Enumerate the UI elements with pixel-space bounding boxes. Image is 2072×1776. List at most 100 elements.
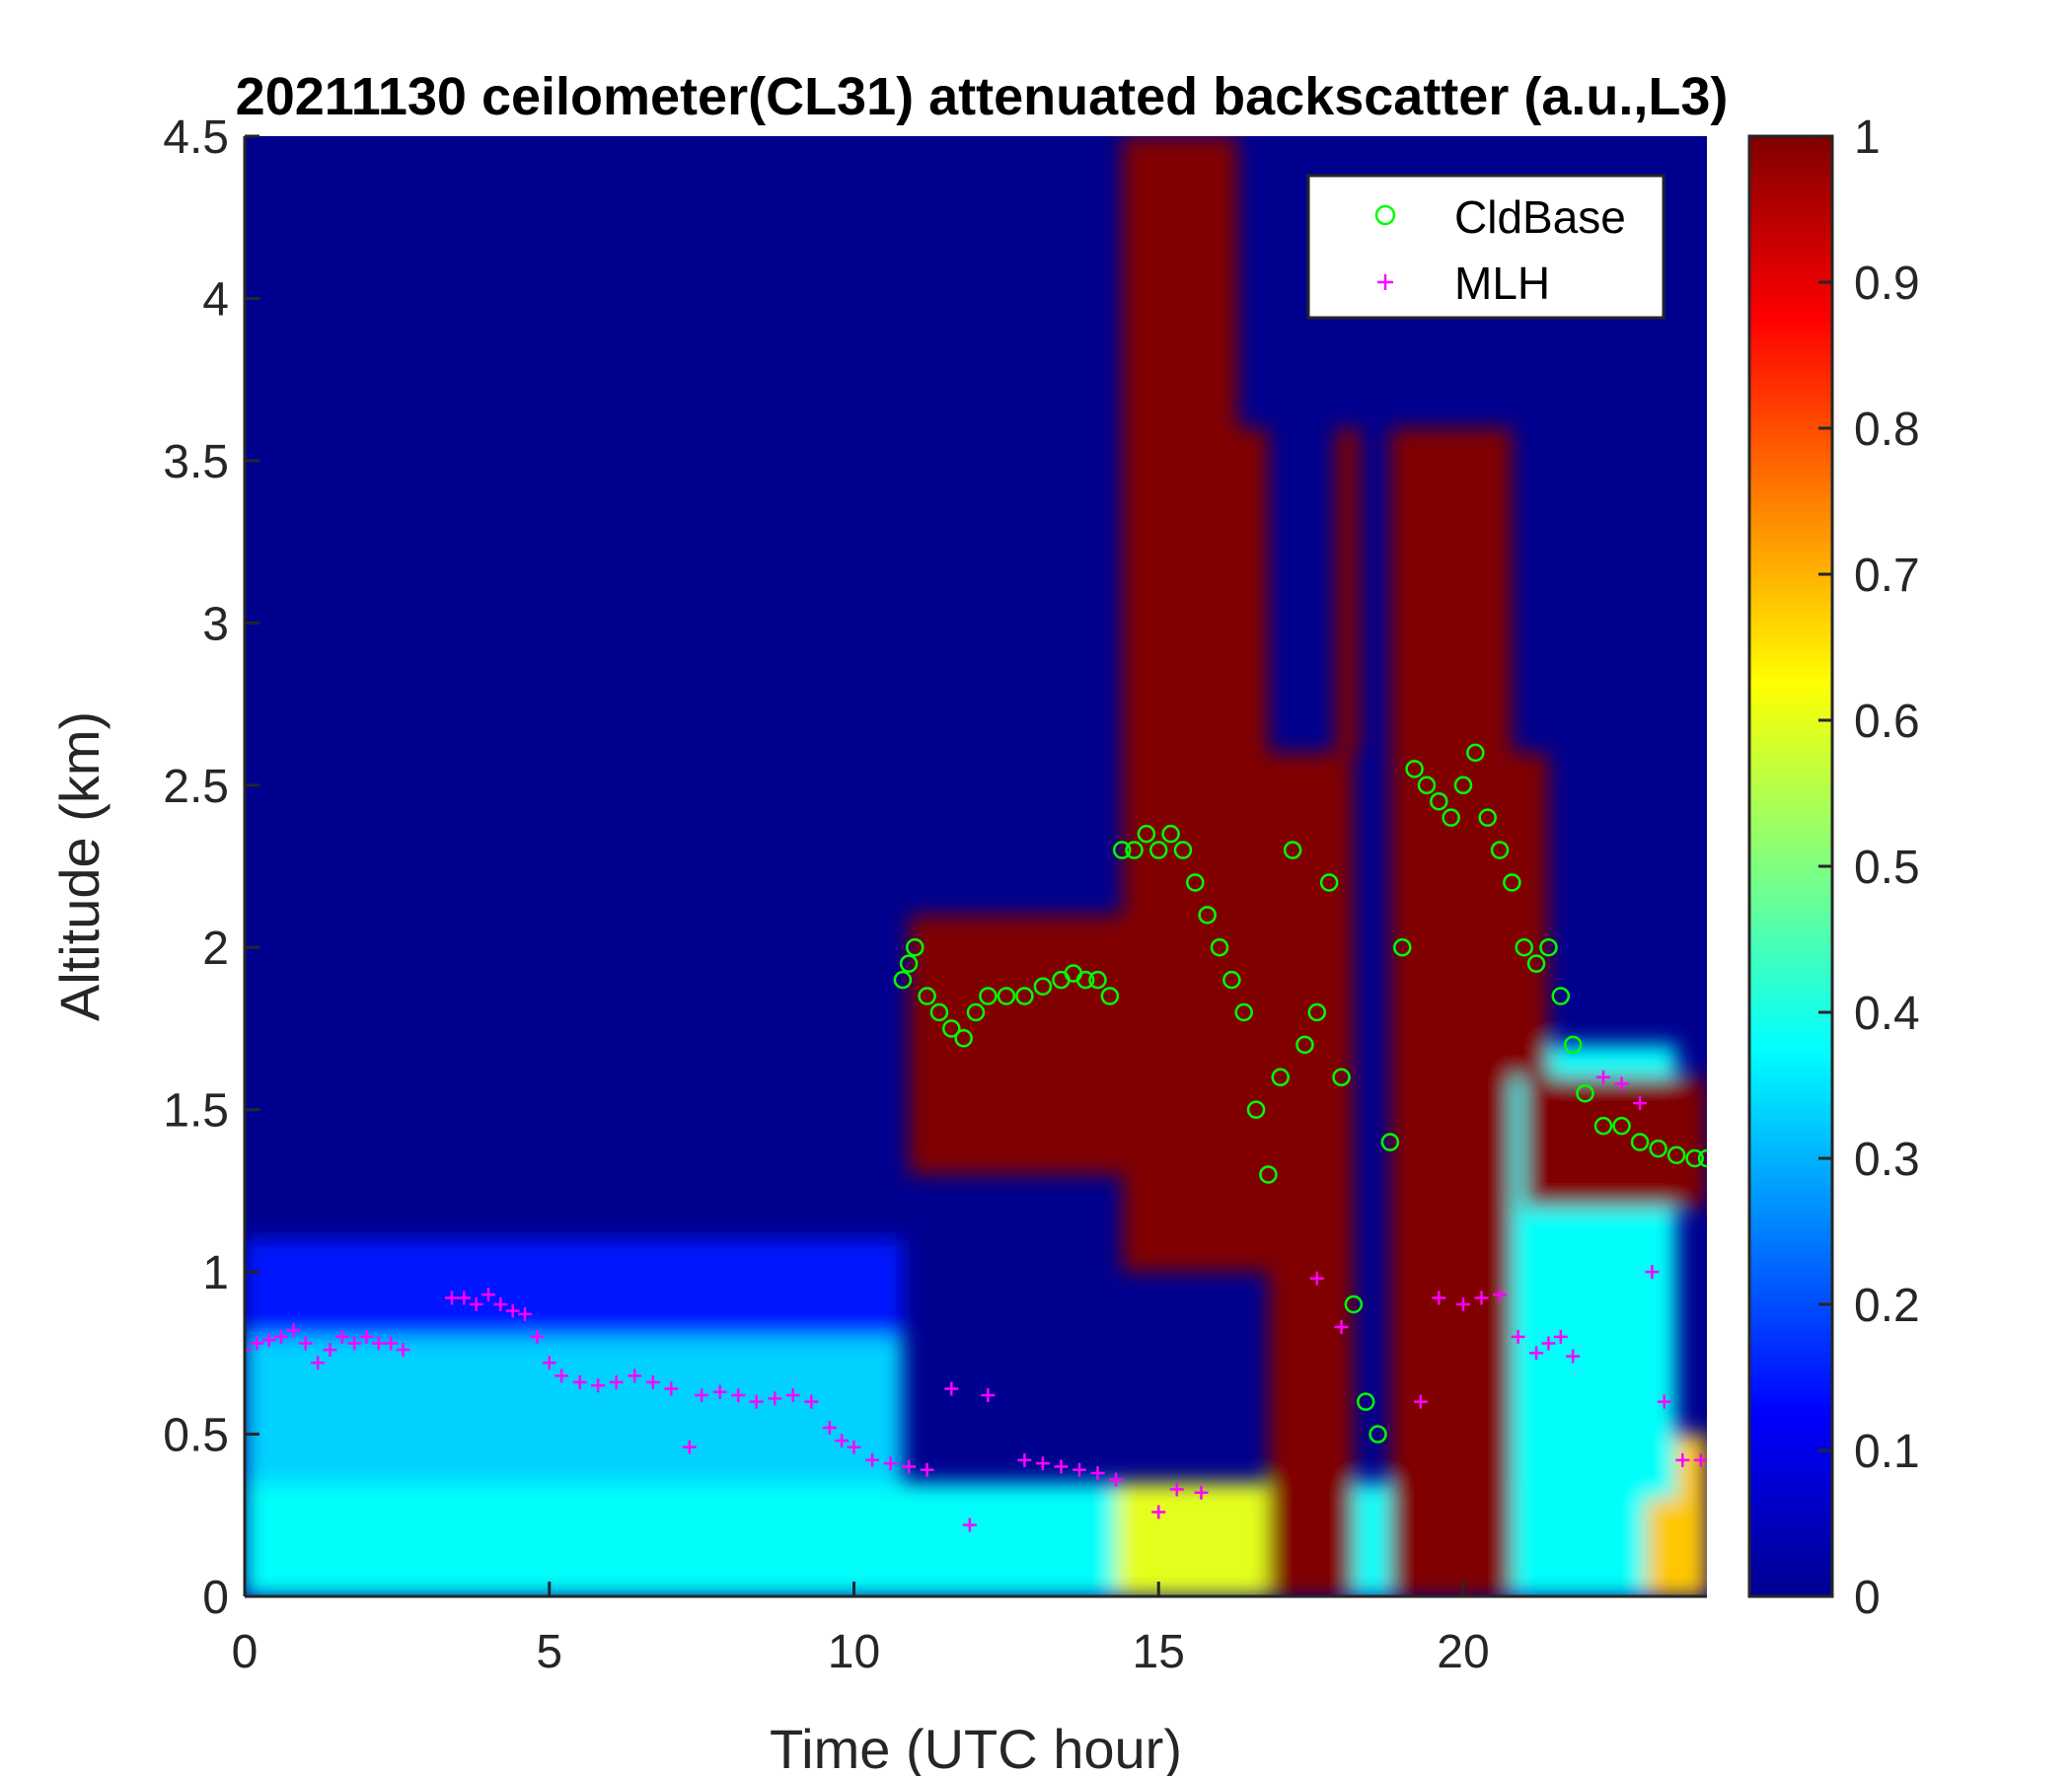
colorbar-tick-label: 0.9 — [1854, 258, 1920, 310]
backscatter-region — [1475, 752, 1549, 1077]
cldbase-point — [1649, 1139, 1667, 1158]
mlh-point — [530, 1329, 545, 1344]
cldbase-point — [1593, 1116, 1613, 1136]
mlh-point — [712, 1384, 727, 1399]
x-tick-label: 0 — [232, 1626, 259, 1678]
mlh-point — [493, 1297, 508, 1311]
mlh-point — [981, 1388, 996, 1403]
mlh-point — [645, 1374, 660, 1389]
colorbar-tick-label: 0.6 — [1854, 696, 1920, 748]
colorbar-tick-label: 0.1 — [1854, 1426, 1920, 1478]
mlh-point — [628, 1369, 642, 1383]
mlh-point — [920, 1462, 934, 1477]
cldbase-point — [899, 954, 919, 973]
cldbase-point — [1430, 791, 1448, 811]
cldbase-point — [1551, 987, 1571, 1005]
mlh-point — [1309, 1271, 1324, 1286]
y-tick-label: 1.5 — [163, 1085, 229, 1138]
mlh-point — [311, 1356, 326, 1370]
mlh-point — [1529, 1346, 1544, 1361]
backscatter-region — [1225, 428, 1269, 1273]
colorbar-tick-label: 1 — [1854, 111, 1881, 164]
backscatter-region — [1523, 1076, 1707, 1208]
legend: CldBase MLH — [1306, 174, 1665, 320]
cldbase-point — [1332, 1068, 1351, 1087]
mlh-point — [1054, 1459, 1069, 1474]
mlh-point — [749, 1394, 764, 1409]
mlh-point — [962, 1517, 977, 1532]
cldbase-point — [1453, 776, 1473, 795]
cldbase-point — [979, 987, 998, 1005]
mlh-point — [286, 1323, 301, 1338]
cldbase-point — [1307, 1002, 1327, 1022]
cldbase-point — [1088, 970, 1107, 990]
cldbase-point — [1295, 1035, 1314, 1055]
legend-mlh-marker — [1377, 274, 1393, 290]
cldbase-point — [1539, 937, 1558, 957]
mlh-point — [334, 1329, 349, 1344]
mlh-point — [555, 1369, 569, 1383]
y-tick-label: 4 — [202, 273, 229, 326]
mlh-point — [1194, 1485, 1209, 1500]
cldbase-point — [997, 987, 1016, 1005]
cldbase-point — [1356, 1392, 1375, 1411]
cldbase-point — [1344, 1295, 1364, 1314]
cldbase-point — [1393, 937, 1412, 957]
mlh-point — [1072, 1462, 1086, 1477]
colorbar-tick-label: 0.4 — [1854, 988, 1920, 1040]
mlh-point — [384, 1336, 399, 1351]
cldbase-point — [1015, 987, 1034, 1005]
cldbase-point — [918, 987, 936, 1005]
mlh-point — [359, 1329, 374, 1344]
cldbase-point — [1271, 1068, 1290, 1087]
backscatter-region — [1268, 752, 1354, 1596]
cldbase-point — [1112, 841, 1132, 859]
cldbase-point — [1033, 977, 1053, 996]
cldbase-point — [1100, 987, 1120, 1005]
cldbase-point — [1234, 1002, 1253, 1022]
mlh-point — [371, 1336, 386, 1351]
mlh-point — [664, 1381, 679, 1396]
y-tick-label: 2 — [202, 923, 229, 975]
mlh-point — [469, 1297, 483, 1311]
cldbase-point — [1319, 873, 1339, 892]
cldbase-point — [1685, 1148, 1704, 1168]
cldbase-point — [942, 1019, 961, 1038]
mlh-point — [902, 1459, 917, 1474]
legend-cldbase-label: CldBase — [1454, 191, 1626, 243]
mlh-point — [835, 1434, 850, 1448]
mlh-point — [1633, 1096, 1648, 1111]
cldbase-point — [929, 1002, 949, 1022]
backscatter-region — [1122, 136, 1238, 1273]
cldbase-point — [954, 1029, 973, 1048]
cldbase-point — [1380, 1133, 1400, 1151]
cldbase-point — [1526, 954, 1546, 973]
mlh-point — [847, 1440, 861, 1454]
mlh-point — [1657, 1394, 1671, 1409]
cldbase-point — [1125, 841, 1144, 859]
cldbase-point — [1075, 970, 1095, 990]
cldbase-point — [1490, 841, 1510, 859]
colorbar-tick-label: 0.2 — [1854, 1280, 1920, 1332]
y-tick-label: 3 — [202, 598, 229, 650]
mlh-point — [1413, 1394, 1428, 1409]
mlh-point — [768, 1391, 782, 1406]
mlh-point — [1474, 1291, 1489, 1305]
mlh-point — [518, 1306, 533, 1321]
cldbase-point — [966, 1002, 986, 1022]
y-tick-label: 1 — [202, 1247, 229, 1299]
mlh-point — [1456, 1297, 1470, 1311]
cldbase-point — [1612, 1116, 1631, 1136]
mlh-point — [785, 1388, 800, 1403]
y-tick-label: 0.5 — [163, 1410, 229, 1462]
mlh-point — [457, 1291, 472, 1305]
cldbase-point — [1173, 841, 1193, 859]
chart-title: 20211130 ceilometer(CL31) attenuated bac… — [236, 67, 1729, 126]
mlh-point — [591, 1378, 606, 1393]
x-tick-label: 15 — [1133, 1626, 1185, 1678]
mlh-point — [505, 1303, 520, 1318]
cldbase-point — [1283, 841, 1302, 859]
x-axis-label: Time (UTC hour) — [770, 1718, 1182, 1776]
mlh-point — [1151, 1505, 1166, 1519]
backscatter-heatmap — [245, 136, 1707, 1596]
